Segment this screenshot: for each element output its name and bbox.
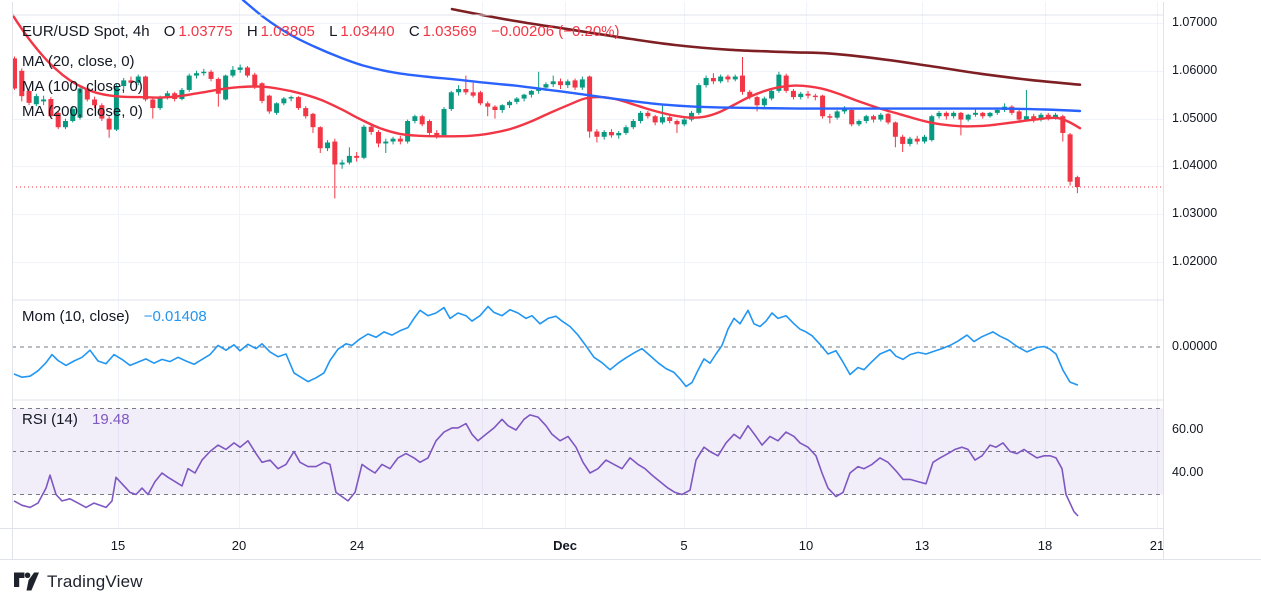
momentum-label: Mom (10, close)	[22, 308, 130, 325]
time-tick-label: Dec	[553, 538, 577, 553]
change-value: −0.00206 (−0.20%)	[491, 23, 620, 40]
price-tick-label: 1.03000	[1172, 206, 1218, 220]
close-label: C	[408, 23, 420, 40]
time-tick-label: 15	[110, 538, 126, 553]
momentum-line	[13, 305, 1079, 388]
rsi-tick-label: 60.00	[1172, 422, 1204, 436]
tradingview-logo-icon	[14, 572, 39, 591]
time-tick-label: 13	[914, 538, 930, 553]
price-scale[interactable]: 1.03569 −0.01408 19.48 1.070001.060001.0…	[1164, 0, 1261, 560]
tradingview-logo[interactable]: TradingView	[14, 571, 143, 592]
time-tick-label: 5	[680, 538, 688, 553]
ma20-legend[interactable]: MA (20, close, 0)	[22, 53, 138, 71]
open-value: 1.03775	[178, 23, 233, 40]
momentum-value: −0.01408	[143, 308, 207, 325]
high-value: 1.03805	[260, 23, 315, 40]
ma100-label: MA (100, close, 0)	[22, 78, 143, 95]
rsi-label: RSI (14)	[22, 411, 78, 428]
rsi-tick-label: 40.00	[1172, 465, 1204, 479]
close-value: 1.03569	[422, 23, 477, 40]
ma20-label: MA (20, close, 0)	[22, 53, 135, 70]
ma-line-ma100	[241, 0, 1082, 113]
rsi-line	[13, 414, 1079, 517]
low-label: L	[329, 23, 338, 40]
rsi-legend[interactable]: RSI (14) 19.48	[22, 411, 133, 429]
price-tick-label: 1.05000	[1172, 111, 1218, 125]
high-label: H	[246, 23, 258, 40]
ma200-label: MA (200, close, 0)	[22, 103, 143, 120]
rsi-value: 19.48	[92, 411, 130, 428]
price-tick-label: 1.04000	[1172, 158, 1218, 172]
price-tick-label: 1.07000	[1172, 15, 1218, 29]
time-tick-label: 24	[349, 538, 365, 553]
time-tick-label: 20	[231, 538, 247, 553]
symbol-legend[interactable]: EUR/USD Spot, 4h O 1.03775 H 1.03805 L 1.03…	[22, 23, 623, 41]
tradingview-logo-text: TradingView	[47, 571, 143, 591]
time-tick-label: 10	[798, 538, 814, 553]
price-tick-label: 1.02000	[1172, 254, 1218, 268]
time-tick-label: 21	[1149, 538, 1163, 553]
rsi-band	[12, 408, 1163, 495]
symbol-title: EUR/USD Spot, 4h	[22, 23, 150, 40]
momentum-tick-label: 0.00000	[1172, 339, 1218, 353]
open-label: O	[163, 23, 176, 40]
low-value: 1.03440	[340, 23, 395, 40]
time-tick-label: 18	[1037, 538, 1053, 553]
price-tick-label: 1.06000	[1172, 63, 1218, 77]
ma-line-ma200	[450, 7, 1082, 86]
ma200-legend[interactable]: MA (200, close, 0)	[22, 103, 146, 121]
ma100-legend[interactable]: MA (100, close, 0)	[22, 78, 146, 96]
momentum-legend[interactable]: Mom (10, close) −0.01408	[22, 308, 210, 326]
time-scale[interactable]: 15 20 24 Dec 5 10 13 18 21	[0, 529, 1163, 559]
